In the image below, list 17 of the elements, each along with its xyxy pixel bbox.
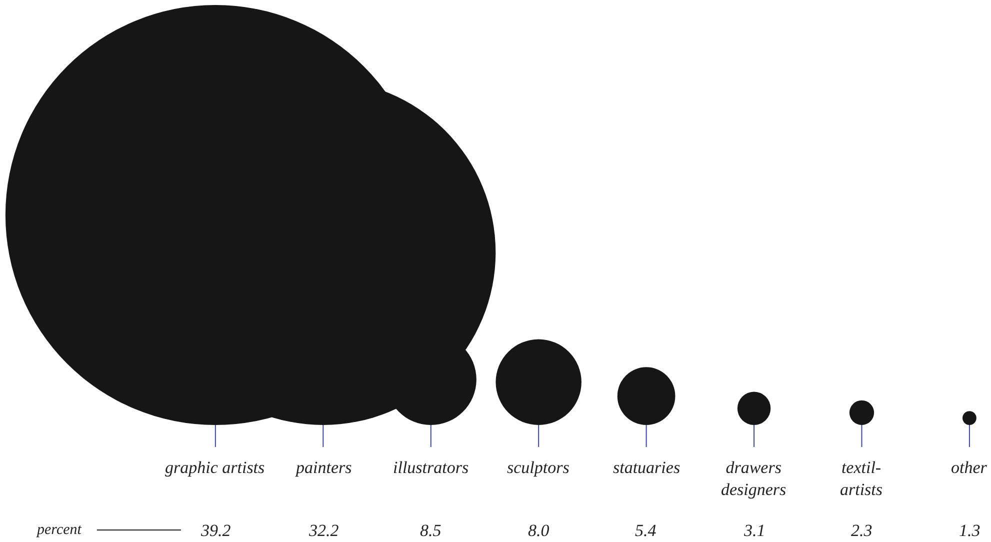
category-label: graphic artists <box>165 458 266 477</box>
category-label: statuaries <box>613 458 680 477</box>
category-label: illustrators <box>393 458 469 477</box>
category-label: textil- artists <box>840 458 883 500</box>
category-label: drawers designers <box>721 458 787 500</box>
data-label: 8.0 <box>528 521 550 540</box>
category-label: other <box>951 458 988 477</box>
data-label: 2.3 <box>851 521 872 540</box>
data-label: 1.3 <box>959 521 980 540</box>
data-label: 32.2 <box>308 521 340 540</box>
category-label: sculptors <box>507 458 570 477</box>
data-label: 3.1 <box>743 521 766 540</box>
data-label: 39.2 <box>200 521 232 540</box>
category-label: painters <box>295 458 352 477</box>
data-label: 8.5 <box>420 521 442 540</box>
text: percent <box>36 522 82 538</box>
data-label: 5.4 <box>635 521 657 540</box>
